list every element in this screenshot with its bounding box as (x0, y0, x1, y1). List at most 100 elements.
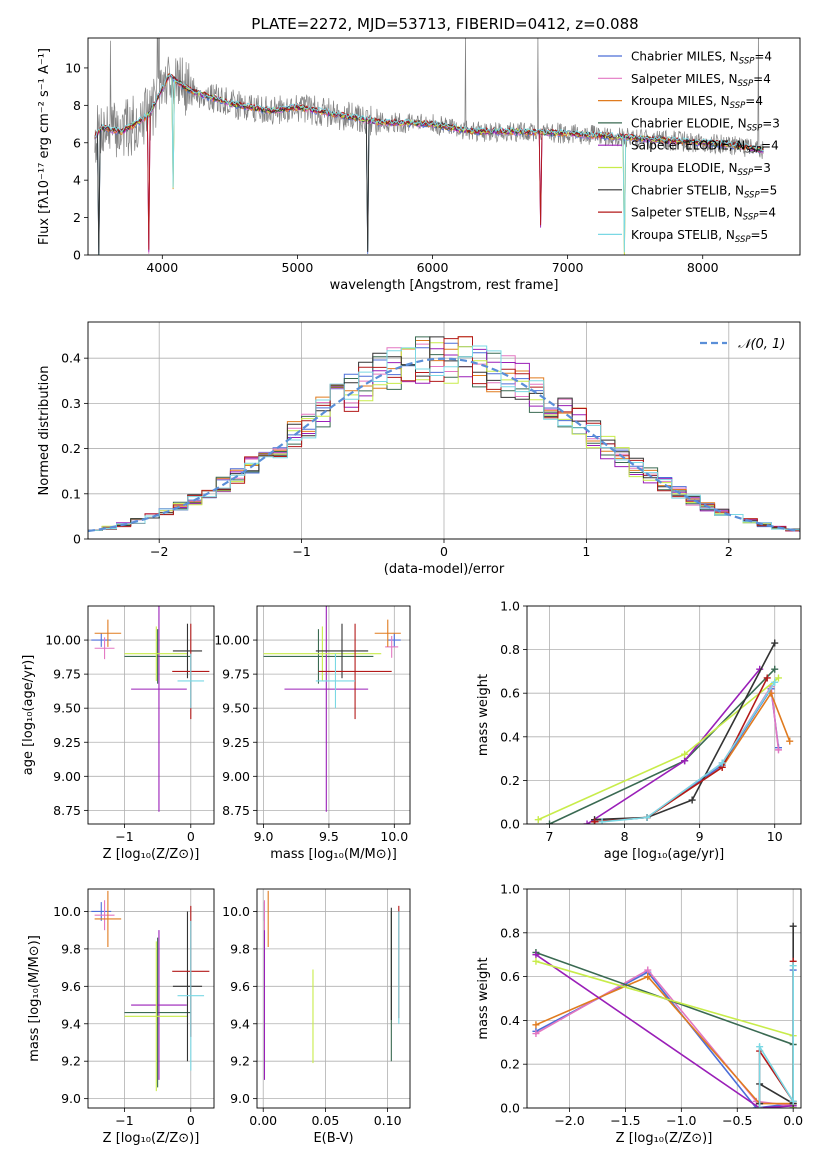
y-tick-label: 9.0 (230, 1091, 250, 1106)
axes-frame (87, 37, 801, 256)
y-tick-label: 1.0 (500, 882, 520, 897)
plot-weight_vs_Z: −2.0 −1.5 −1.0 −0.5 0.0 0.0 0.2 0.4 0.6 0.8 1.0 Z [… (476, 882, 803, 1147)
x-tick-label: 5000 (282, 260, 314, 275)
x-tick-label: 9.5 (319, 829, 339, 844)
weight-line-8 (602, 681, 776, 823)
y-tick-label: 0.2 (500, 1057, 520, 1072)
y-tick-label: 9.00 (53, 769, 81, 784)
x-tick-label: 1 (582, 544, 590, 559)
x-tick-label: 0.10 (374, 1113, 402, 1128)
x-axis-label: Z [log₁₀(Z/Z⊙)] (103, 847, 200, 862)
weight-marker (774, 746, 782, 754)
x-tick-label: 0.00 (249, 1113, 277, 1128)
x-axis-label: Z [log₁₀(Z/Z⊙)] (616, 1131, 713, 1146)
plot-age_vs_Z: −1 0 8.75 9.00 9.25 9.50 9.75 10.00 Z [log₁₀(Z/Z… (21, 605, 215, 862)
y-tick-label: 0 (73, 248, 81, 263)
weight-line-5 (537, 677, 780, 821)
x-tick-label: 2 (725, 544, 733, 559)
weight-marker (771, 639, 779, 647)
x-tick-label: 9 (696, 829, 704, 844)
x-tick-label: −2 (150, 544, 168, 559)
weight-marker (532, 951, 540, 959)
weight-marker (786, 737, 794, 745)
y-tick-label: 2 (73, 210, 81, 225)
weight-marker (532, 1021, 540, 1029)
y-tick-label: 9.2 (61, 1054, 81, 1069)
plot-residuals: −2 −1 0 1 2 0 0.1 0.2 0.3 0.4 (data-model)/error No… (37, 321, 801, 577)
legend-label: Kroupa ELODIE, NSSP=3 (631, 161, 771, 178)
y-axis-label: age [log₁₀(age/yr)] (21, 655, 36, 776)
x-axis-label: E(B-V) (313, 1131, 353, 1146)
y-tick-label: 6 (73, 135, 81, 150)
x-tick-label: 4000 (146, 260, 178, 275)
x-tick-label: 0.0 (783, 1113, 803, 1128)
x-tick-label: −1 (115, 1113, 133, 1128)
y-tick-label: 0.2 (61, 441, 81, 456)
y-tick-label: 9.00 (222, 769, 250, 784)
legend-label: Salpeter STELIB, NSSP=4 (631, 206, 776, 223)
weight-marker (789, 1097, 797, 1105)
x-tick-label: 0 (187, 1113, 195, 1128)
axes-frame (87, 888, 215, 1109)
y-tick-label: 0.0 (500, 817, 520, 832)
y-tick-label: 0.8 (500, 925, 520, 940)
axes-frame (526, 888, 802, 1109)
weight-marker (598, 818, 606, 824)
x-tick-label: −1.0 (666, 1113, 696, 1128)
y-tick-label: 10.00 (214, 633, 250, 648)
x-tick-label: 7000 (552, 260, 584, 275)
weight-marker (644, 973, 652, 981)
x-axis-label: (data-model)/error (384, 562, 505, 577)
y-tick-label: 0.4 (61, 351, 81, 366)
x-axis-label: age [log₁₀(age/yr)] (604, 847, 725, 862)
data-layer (263, 890, 400, 1080)
plot-spectrum: 4000 5000 6000 7000 8000 0 2 4 6 8 10 wavelength [A… (37, 37, 801, 293)
weight-marker (767, 689, 775, 697)
weight-line-1 (535, 968, 794, 1107)
y-tick-label: 9.25 (53, 735, 81, 750)
observed-spectrum (94, 38, 764, 163)
weight-marker (789, 962, 797, 970)
figure-title: PLATE=2272, MJD=53713, FIBERID=0412, z=0… (251, 15, 638, 33)
legend-label: Chabrier ELODIE, NSSP=3 (631, 116, 780, 133)
weight-marker (534, 816, 542, 824)
x-tick-label: −2.0 (554, 1113, 584, 1128)
x-tick-label: 10 (767, 829, 783, 844)
weight-line-2 (535, 975, 794, 1105)
x-tick-label: −1 (115, 829, 133, 844)
histogram-step-8 (88, 345, 800, 531)
x-tick-label: 7 (546, 829, 554, 844)
legend-label: Salpeter MILES, NSSP=4 (631, 72, 771, 89)
weight-marker (789, 922, 797, 930)
y-tick-label: 8.75 (222, 803, 250, 818)
legend-label: Kroupa STELIB, NSSP=5 (631, 228, 768, 245)
weight-marker (591, 818, 599, 824)
grid (88, 889, 214, 1108)
y-tick-label: 0.3 (61, 396, 81, 411)
data-layer (534, 639, 794, 824)
y-tick-label: 0.4 (500, 1013, 520, 1028)
grid (527, 605, 801, 825)
legend-label: Chabrier MILES, NSSP=4 (631, 50, 772, 67)
legend-label: Salpeter ELODIE, NSSP=4 (631, 139, 779, 156)
y-tick-label: 4 (73, 173, 81, 188)
grid (88, 606, 214, 824)
y-tick-label: 9.6 (61, 979, 81, 994)
x-tick-label: 0.05 (311, 1113, 339, 1128)
y-tick-label: 10.00 (45, 633, 81, 648)
weight-line-8 (758, 965, 794, 1108)
y-tick-label: 0.6 (500, 969, 520, 984)
y-tick-label: 9.75 (222, 667, 250, 682)
x-axis-label: wavelength [Angstrom, rest frame] (330, 278, 559, 293)
weight-marker (763, 674, 771, 682)
x-tick-label: 9.0 (254, 829, 274, 844)
plot-mass_vs_ebv: 0.00 0.05 0.10 9.0 9.2 9.4 9.6 9.8 10.0 E(B-V) (222, 888, 411, 1146)
weight-line-4 (535, 954, 794, 1108)
x-axis-label: mass [log₁₀(M/M⊙)] (270, 847, 397, 862)
weight-marker (688, 796, 696, 804)
weight-line-3 (535, 951, 794, 1108)
weight-marker (774, 674, 782, 682)
weight-marker (756, 1104, 764, 1108)
axes-frame (256, 605, 411, 825)
